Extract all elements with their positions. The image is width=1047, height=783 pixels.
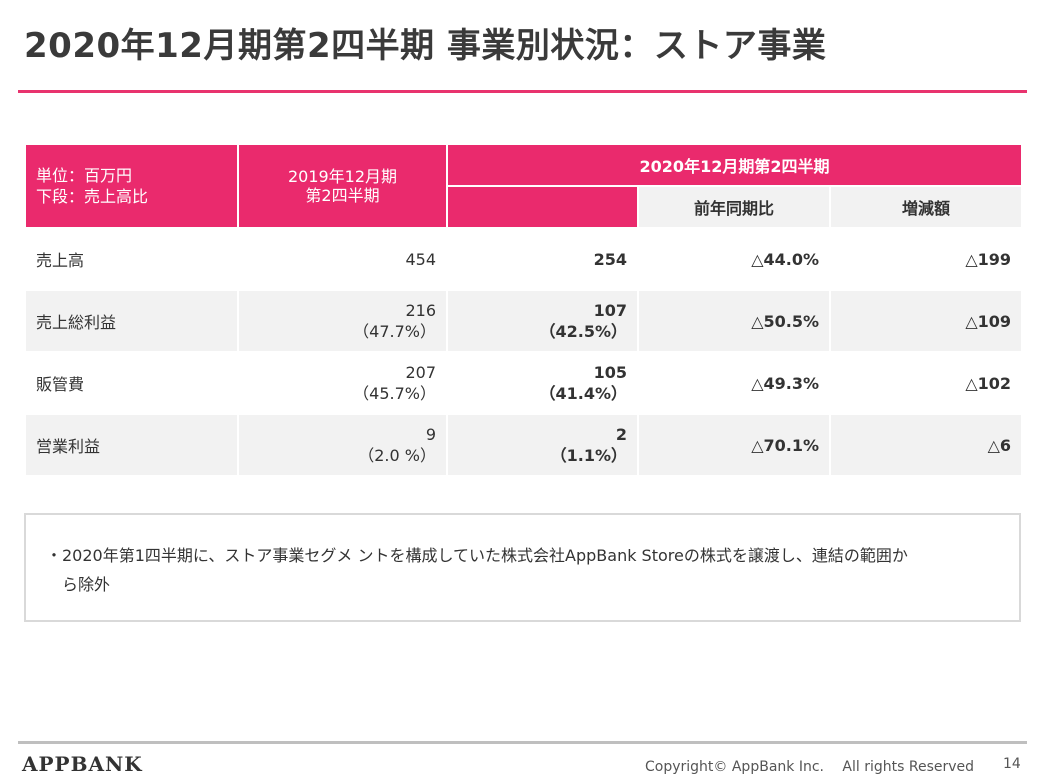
diff-header: 増減額 (831, 187, 1022, 227)
diff-value: △6 (831, 415, 1022, 475)
table-row: 販管費 207 （45.7%） 105 （41.4%） △49.3% △102 (26, 353, 1021, 413)
note-line: ら除外 (46, 575, 111, 594)
current-ratio: （41.4%） (539, 384, 627, 403)
current-value: 2 （1.1%） (448, 415, 637, 475)
current-value-subheader (448, 187, 637, 227)
unit-label: 単位：百万円 (36, 166, 133, 185)
table-row: 営業利益 9 （2.0 %） 2 （1.1%） △70.1% △6 (26, 415, 1022, 475)
ratio-label: 下段：売上高比 (36, 187, 149, 206)
prev-ratio: （2.0 %） (358, 446, 436, 465)
page-title: 2020年12月期第2四半期 事業別状況：ストア事業 (24, 26, 827, 66)
yoy-value: △50.5% (639, 291, 829, 351)
diff-value: △102 (965, 373, 1012, 393)
prev-value: 454 (405, 249, 436, 269)
current-value: 105 （41.4%） (448, 353, 637, 413)
diff-value: △199 (965, 249, 1012, 269)
yoy-value: △70.1% (639, 415, 829, 475)
yoy-value: △44.0% (751, 249, 819, 269)
prev-period-header: 2019年12月期 第2四半期 (239, 145, 446, 227)
unit-header-cell: 単位：百万円 下段：売上高比 (26, 145, 237, 227)
prev-period-quarter: 第2四半期 (305, 186, 380, 205)
current-value: 107 （42.5%） (448, 291, 637, 351)
segment-table: 単位：百万円 下段：売上高比 2019年12月期 第2四半期 2020年12月期… (24, 143, 1023, 477)
note-box: ・2020年第1四半期に、ストア事業セグメ ントを構成していた株式会社AppBa… (24, 513, 1021, 622)
current-ratio: （1.1%） (550, 446, 627, 465)
current-ratio: （42.5%） (539, 322, 627, 341)
title-divider (18, 90, 1027, 93)
table-row: 売上総利益 216 （47.7%） 107 （42.5%） △50.5% △109 (26, 291, 1022, 351)
prev-value: 216 （47.7%） (239, 291, 446, 351)
table-subheader-row: 前年同期比 増減額 (26, 187, 1022, 227)
prev-value: 207 （45.7%） (239, 353, 446, 413)
appbank-logo: APPBANK (22, 752, 143, 776)
prev-ratio: （45.7%） (353, 384, 436, 403)
row-label: 売上高 (36, 251, 85, 270)
page-number: 14 (1003, 756, 1021, 772)
yoy-header: 前年同期比 (639, 187, 829, 227)
current-period-header: 2020年12月期第2四半期 (448, 145, 1022, 185)
row-label: 販管費 (36, 375, 85, 394)
prev-period-year: 2019年12月期 (287, 167, 398, 186)
copyright-text: Copyright© AppBank Inc. All rights Reser… (645, 759, 975, 775)
note-line: ・2020年第1四半期に、ストア事業セグメ ントを構成していた株式会社AppBa… (46, 546, 908, 565)
table-row: 売上高 454 254 △44.0% △199 (26, 229, 1021, 289)
diff-value: △109 (831, 291, 1022, 351)
prev-ratio: （47.7%） (353, 322, 436, 341)
current-value: 254 (593, 249, 627, 269)
footer-divider (18, 741, 1027, 744)
yoy-value: △49.3% (751, 373, 819, 393)
prev-value: 9 （2.0 %） (239, 415, 446, 475)
table-header-row: 単位：百万円 下段：売上高比 2019年12月期 第2四半期 2020年12月期… (26, 145, 1022, 227)
row-label: 営業利益 (26, 415, 237, 475)
row-label: 売上総利益 (26, 291, 237, 351)
